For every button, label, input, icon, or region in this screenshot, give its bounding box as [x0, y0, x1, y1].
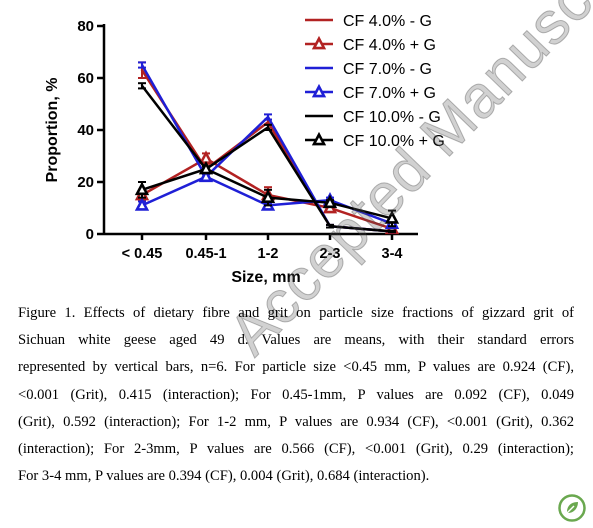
- chart-axes: 0 20 40 60 80 < 0.45 0.45-1 1-2 2-3 3-4 Size, mm Pr…: [44, 18, 418, 286]
- figure-caption: Figure 1. Effects of dietary fibre and g…: [18, 300, 574, 490]
- series-5: [134, 160, 400, 228]
- caption-line: For 3-4 mm, P values are 0.394 (CF), 0.0…: [18, 468, 430, 485]
- caption-line: (interaction); For 2-3mm, P values are 0…: [18, 440, 574, 457]
- legend-item-0: CF 4.0% - G: [305, 13, 432, 30]
- legend-label: CF 10.0% + G: [343, 133, 445, 150]
- data-point: [140, 84, 144, 88]
- legend-marker: [311, 35, 327, 50]
- x-tick-label: 1-2: [258, 246, 279, 262]
- y-tick-label: 60: [77, 70, 94, 87]
- x-axis-title: Size, mm: [231, 269, 300, 286]
- leaf-badge-icon: [558, 494, 586, 522]
- data-point: [266, 115, 270, 119]
- data-point: [198, 168, 214, 183]
- legend-item-2: CF 7.0% - G: [305, 61, 432, 78]
- legend-item-4: CF 10.0% - G: [305, 109, 441, 126]
- data-point: [328, 225, 332, 228]
- data-point: [134, 197, 150, 211]
- data-point: [390, 230, 394, 233]
- y-axis-title: Proportion, %: [44, 78, 61, 183]
- data-point: [266, 126, 270, 129]
- y-tick-label: 80: [77, 18, 94, 35]
- chart: 0 20 40 60 80 < 0.45 0.45-1 1-2 2-3 3-4 Size, mm Pr…: [44, 13, 445, 286]
- legend-label: CF 4.0% + G: [343, 37, 436, 54]
- data-point: [198, 160, 214, 175]
- data-point: [322, 194, 338, 209]
- data-point: [140, 63, 144, 67]
- caption-line: Figure 1. Effects of dietary fibre and g…: [18, 305, 574, 321]
- legend-item-1: CF 4.0% + G: [305, 35, 436, 54]
- legend-label: CF 4.0% - G: [343, 13, 432, 30]
- legend-label: CF 10.0% - G: [343, 109, 441, 126]
- legend-item-3: CF 7.0% + G: [305, 83, 436, 102]
- caption-line: represented by vertical bars, n=6. For p…: [18, 359, 574, 376]
- data-point: [384, 210, 400, 224]
- legend-label: CF 7.0% - G: [343, 61, 432, 78]
- y-tick-label: 0: [86, 226, 94, 243]
- x-tick-label: 2-3: [320, 246, 341, 262]
- data-point: [266, 121, 270, 124]
- legend-marker: [311, 131, 327, 146]
- chart-legend: CF 4.0% - G CF 4.0% + G CF 7.0% - G CF 7.0%…: [305, 13, 445, 150]
- caption-line: (Grit), 0.592 (interaction); For 1-2 mm,…: [18, 413, 574, 430]
- x-tick-label: < 0.45: [122, 246, 163, 262]
- x-tick-label: 0.45-1: [185, 246, 226, 262]
- legend-marker: [311, 83, 327, 98]
- y-tick-label: 20: [77, 174, 94, 191]
- caption-line: <0.001 (Grit), 0.415 (interaction); For …: [18, 386, 574, 403]
- y-tick-label: 40: [77, 122, 94, 139]
- caption-line: Sichuan white geese aged 49 d. Values ar…: [18, 332, 574, 349]
- chart-series-layer: [134, 61, 400, 235]
- legend-label: CF 7.0% + G: [343, 85, 436, 102]
- legend-item-5: CF 10.0% + G: [305, 131, 445, 150]
- data-point: [140, 69, 144, 72]
- data-point: [260, 189, 276, 203]
- x-tick-label: 3-4: [382, 246, 403, 262]
- data-point: [134, 181, 150, 196]
